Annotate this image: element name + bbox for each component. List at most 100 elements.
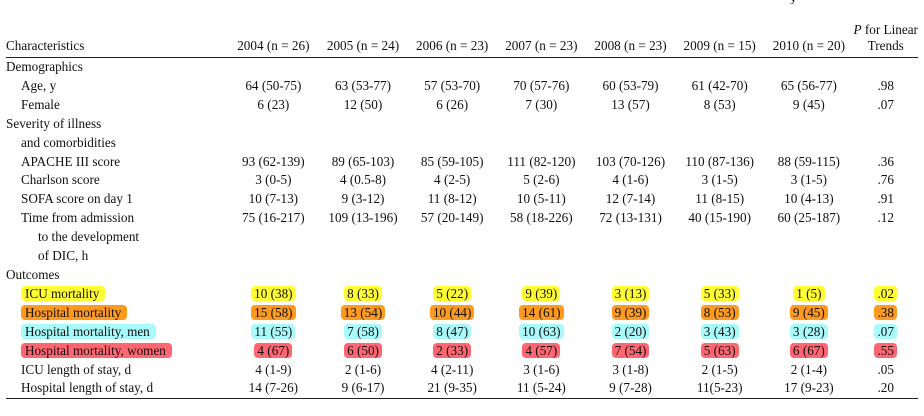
row-label: of DIC, h	[6, 247, 228, 266]
cell-value: 75 (16-217)	[242, 210, 305, 226]
cell-value: 14 (7-26)	[248, 380, 299, 396]
table-cell: 3 (1-8)	[586, 361, 675, 380]
table-cell: 13 (57)	[586, 96, 675, 115]
table-row: ICU length of stay, d 4 (1-9) 2 (1-6) 4 (2-…	[6, 361, 918, 380]
header-year-2007: 2007 (n = 23)	[496, 16, 586, 58]
cell-value: 9 (45)	[789, 304, 828, 320]
cell-value: 11 (5-24)	[516, 380, 566, 396]
table-cell: 4 (1-6)	[586, 171, 675, 190]
table-cell: 65 (56-77)	[764, 77, 853, 96]
table-cell: 61 (42-70)	[675, 77, 764, 96]
table-cell	[408, 266, 497, 285]
table-cell: 57 (53-70)	[408, 77, 497, 96]
table-cell: 14 (61)	[497, 304, 586, 323]
table-cell: 10 (44)	[408, 304, 497, 323]
cell-value: .02	[874, 285, 897, 301]
table-cell: 11 (8-15)	[675, 190, 764, 209]
row-label-text: Charlson score	[21, 172, 100, 188]
cell-value: 9 (6-17)	[341, 380, 385, 396]
cell-value: 8 (33)	[344, 285, 382, 301]
table-cell: 10 (4-13)	[764, 190, 853, 209]
cell-value: .05	[877, 361, 894, 377]
table-cell: 10 (7-13)	[228, 190, 318, 209]
p-value-cell	[853, 134, 918, 153]
table-cell	[586, 247, 675, 266]
table-cell	[408, 228, 497, 247]
table-cell	[318, 58, 407, 77]
cell-value: 70 (57-76)	[513, 77, 570, 93]
cell-value: 3 (28)	[789, 323, 828, 339]
table-row: Hospital length of stay, d 14 (7-26) 9 (6-…	[6, 379, 918, 400]
table-cell	[497, 58, 586, 77]
table-cell	[675, 115, 764, 134]
p-value-cell	[853, 115, 918, 134]
cell-value: .91	[877, 191, 894, 207]
cell-value: 60 (25-187)	[777, 210, 841, 226]
table-cell: 72 (13-131)	[586, 209, 675, 228]
table-cell: 109 (13-196)	[318, 209, 407, 228]
table-cell: 21 (9-35)	[407, 379, 497, 400]
row-label-text: Hospital length of stay, d	[21, 380, 154, 396]
header-year-2010: 2010 (n = 20)	[764, 16, 854, 58]
table-cell: 8 (53)	[675, 304, 764, 323]
p-value-cell: .76	[853, 171, 918, 190]
table-cell	[318, 228, 407, 247]
table-cell	[228, 134, 318, 153]
cell-value: 1 (5)	[793, 285, 825, 301]
table-cell: 40 (15-190)	[675, 209, 764, 228]
cell-value: .98	[877, 77, 894, 93]
table-cell	[228, 228, 318, 247]
p-value-cell: .98	[853, 77, 918, 96]
row-label: to the development	[6, 228, 228, 247]
row-label: and comorbidities	[6, 134, 228, 153]
cell-value: 10 (63)	[519, 323, 564, 339]
cell-value: 2 (33)	[433, 342, 472, 358]
row-label: SOFA score on day 1	[6, 190, 228, 209]
table-cell: 93 (62-139)	[228, 153, 318, 172]
cell-value: 5 (22)	[433, 285, 472, 301]
cell-value: 9 (39)	[611, 304, 650, 320]
row-label-text: Female	[21, 96, 60, 112]
table-cell: 8 (33)	[318, 285, 407, 304]
table-cell	[318, 115, 407, 134]
cell-value: 5 (63)	[700, 342, 739, 358]
table-cell: 9 (39)	[497, 285, 586, 304]
cell-value: 21 (9-35)	[427, 380, 477, 396]
table-cell	[497, 247, 586, 266]
row-label: Hospital length of stay, d	[6, 379, 229, 400]
table-cell: 3 (28)	[764, 323, 853, 342]
cell-value: 5 (2-6)	[523, 172, 560, 188]
p-value-cell: .07	[853, 96, 918, 115]
table-cell: 4 (0.5-8)	[318, 171, 407, 190]
table-cell: 64 (50-75)	[228, 77, 318, 96]
table-cell: 3 (0-5)	[228, 171, 318, 190]
table-cell: 10 (38)	[228, 285, 318, 304]
table-cell	[764, 266, 853, 285]
row-label: Female	[6, 96, 228, 115]
table-row: of DIC, h	[6, 247, 918, 266]
table-cell: 111 (82-120)	[497, 153, 586, 172]
cell-value: 15 (58)	[251, 304, 296, 320]
table-cell: 85 (59-105)	[408, 153, 497, 172]
cell-value: 11(5-23)	[696, 380, 743, 396]
row-label: Demographics	[6, 58, 228, 77]
table-cell: 12 (7-14)	[586, 190, 675, 209]
table-cell: 89 (65-103)	[318, 153, 407, 172]
header-year-2009: 2009 (n = 15)	[675, 16, 765, 58]
table-cell: 5 (2-6)	[497, 171, 586, 190]
cell-value: 3 (1-5)	[790, 172, 827, 188]
cell-value: 11 (8-12)	[427, 191, 477, 207]
table-cell	[408, 134, 497, 153]
header-year-2004: 2004 (n = 26)	[228, 16, 319, 58]
table-cell	[228, 115, 318, 134]
table-cell: 7 (54)	[586, 342, 675, 361]
table-row: Charlson score 3 (0-5) 4 (0.5-8) 4 (2-5) 5 (…	[6, 171, 918, 190]
table-cell: 13 (54)	[318, 304, 407, 323]
row-label-text: Hospital mortality, men	[21, 323, 156, 339]
table-row: ICU mortality 10 (38) 8 (33) 5 (22) 9 (39) 3 …	[6, 285, 918, 304]
cell-value: 7 (30)	[525, 96, 558, 112]
row-label: APACHE III score	[6, 153, 228, 172]
table-cell: 2 (33)	[408, 342, 497, 361]
table-cell: 1 (5)	[764, 285, 853, 304]
cell-value: 14 (61)	[519, 304, 564, 320]
